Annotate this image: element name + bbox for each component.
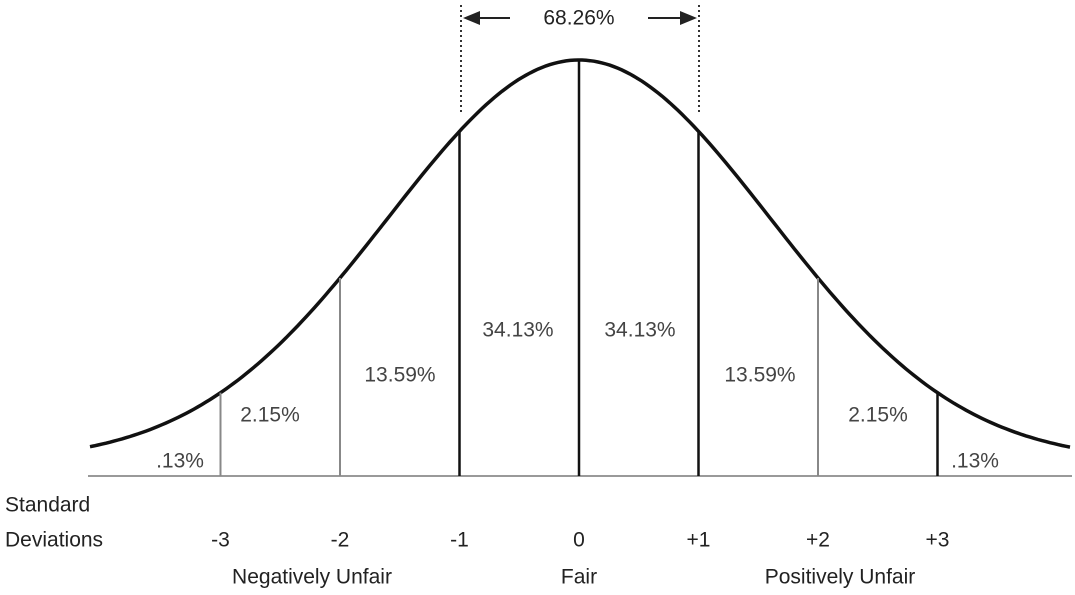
arrow-head (463, 11, 480, 25)
zone-label: Negatively Unfair (232, 566, 392, 589)
arrow-head (680, 11, 697, 25)
bracket-label: 68.26% (543, 7, 614, 30)
region-percent: 13.59% (724, 364, 795, 387)
region-percent: 2.15% (240, 404, 300, 427)
sd-tick-label: -2 (331, 529, 350, 552)
axis-label: Deviations (5, 529, 103, 552)
axis-label: Standard (5, 494, 90, 517)
region-percent: 34.13% (482, 319, 553, 342)
sd-tick-label: -1 (450, 529, 469, 552)
sd-tick-label: -3 (211, 529, 230, 552)
sd-tick-label: +2 (806, 529, 830, 552)
sd-tick-label: 0 (573, 529, 585, 552)
region-percent: 2.15% (848, 404, 908, 427)
sd-tick-label: +3 (926, 529, 950, 552)
sd-tick-label: +1 (687, 529, 711, 552)
zone-label: Positively Unfair (765, 566, 916, 589)
region-percent: .13% (951, 450, 999, 473)
region-percent: .13% (156, 450, 204, 473)
region-percent: 34.13% (604, 319, 675, 342)
zone-label: Fair (561, 566, 597, 589)
region-percent: 13.59% (364, 364, 435, 387)
